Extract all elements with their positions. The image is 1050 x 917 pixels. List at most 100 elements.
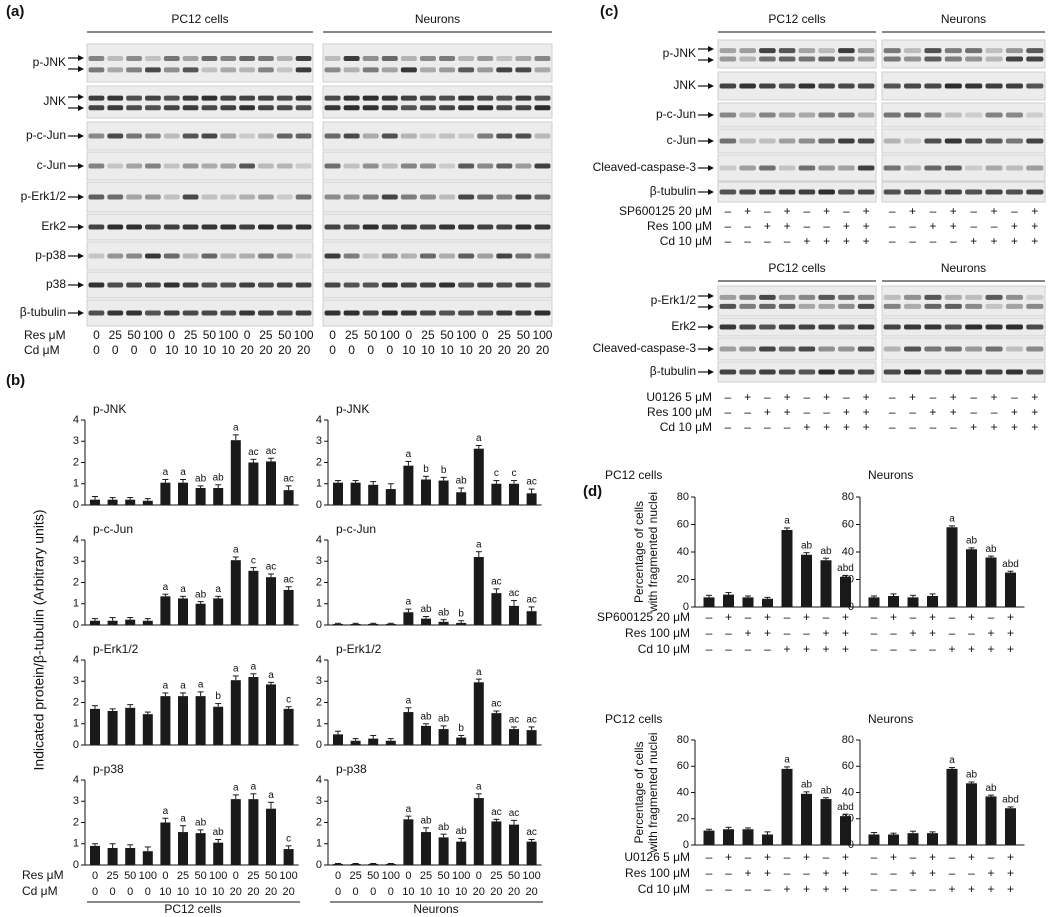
condition-value: 100: [209, 870, 227, 882]
condition-value: –: [929, 642, 936, 656]
condition-value: –: [949, 626, 956, 640]
band: [838, 83, 855, 89]
bar: [160, 482, 171, 505]
band: [381, 194, 398, 200]
band: [324, 67, 341, 73]
band: [883, 324, 901, 330]
band: [739, 83, 756, 89]
bar: [160, 596, 171, 625]
band: [295, 105, 312, 111]
band: [419, 95, 436, 101]
bar: [509, 729, 519, 745]
band: [126, 253, 142, 259]
band: [324, 163, 341, 169]
bar: [230, 799, 241, 865]
condition-value: –: [745, 850, 752, 864]
y-tick-label: 0: [73, 739, 79, 751]
band: [201, 67, 218, 73]
y-tick-label: 3: [316, 675, 322, 687]
band: [239, 282, 255, 288]
band: [1005, 138, 1023, 144]
band: [381, 105, 398, 111]
bar: [820, 560, 832, 607]
band: [324, 105, 341, 111]
bar: [456, 492, 467, 505]
arrow-head: [78, 66, 84, 72]
band: [381, 55, 398, 61]
band: [295, 310, 312, 316]
bar: [266, 461, 276, 505]
blot: [881, 128, 1046, 154]
condition-value: +: [1031, 405, 1038, 419]
condition-value: +: [909, 390, 916, 404]
blot: [881, 361, 1046, 383]
band: [719, 369, 737, 375]
chart-title: p-Erk1/2: [93, 642, 139, 656]
significance-label: a: [180, 813, 186, 824]
band: [145, 282, 161, 288]
significance-label: ab: [801, 540, 813, 551]
bar: [526, 841, 537, 865]
arrow-head: [78, 94, 84, 100]
band: [739, 48, 756, 54]
bar: [248, 462, 259, 505]
condition-label: Res μM: [22, 868, 64, 882]
y-tick-label: 4: [73, 774, 79, 786]
band: [924, 83, 942, 89]
condition-value: +: [929, 405, 936, 419]
band: [276, 282, 293, 288]
band: [534, 310, 551, 316]
band: [496, 224, 513, 230]
condition-value: +: [1011, 420, 1018, 434]
band: [965, 369, 983, 375]
condition-value: –: [744, 405, 751, 419]
band: [400, 67, 417, 73]
band: [201, 253, 218, 259]
band: [439, 55, 456, 61]
significance-label: ab: [801, 779, 813, 790]
significance-label: a: [406, 804, 412, 815]
condition-value: +: [744, 204, 751, 218]
band: [1005, 294, 1023, 300]
bar: [456, 841, 467, 865]
band: [778, 138, 796, 144]
bar: [178, 832, 188, 865]
blot: [322, 299, 553, 327]
blot: [322, 181, 553, 213]
condition-value: 20: [508, 886, 520, 898]
band: [419, 310, 436, 316]
bar: [368, 484, 379, 505]
band: [201, 105, 218, 111]
condition-value: +: [863, 405, 870, 419]
band: [88, 163, 105, 169]
group-label: PC12 cells: [768, 12, 825, 26]
band: [1026, 138, 1044, 144]
band: [985, 303, 1003, 309]
band: [419, 224, 436, 230]
condition-value: 0: [110, 886, 116, 898]
condition-value: +: [950, 390, 957, 404]
band: [324, 310, 341, 316]
condition-value: 100: [522, 870, 540, 882]
bar: [248, 677, 259, 745]
band: [719, 112, 737, 118]
y-tick-label: 80: [677, 491, 689, 503]
band: [220, 253, 237, 259]
blot-label: p-Erk1/2: [21, 189, 67, 203]
condition-value: +: [890, 610, 897, 624]
condition-value: 20: [278, 343, 292, 357]
band: [496, 67, 513, 73]
band: [107, 253, 124, 259]
band: [276, 163, 293, 169]
condition-value: 20: [259, 343, 273, 357]
condition-value: –: [889, 204, 896, 218]
condition-value: +: [725, 610, 732, 624]
condition-value: +: [822, 642, 829, 656]
band: [163, 163, 180, 169]
band: [458, 253, 475, 259]
bar: [526, 611, 537, 625]
band: [798, 324, 816, 330]
band: [163, 95, 180, 101]
bar: [213, 842, 224, 865]
band: [944, 324, 962, 330]
